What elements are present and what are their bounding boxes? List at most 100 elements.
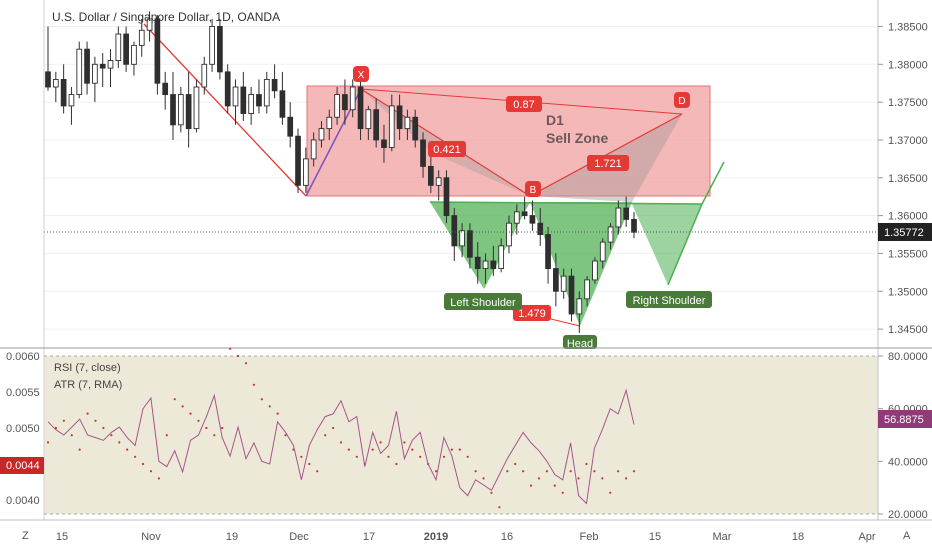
ratio-head-badge[interactable]: 1.479 xyxy=(513,305,551,321)
atr-point xyxy=(110,434,113,437)
price-tick-label: 1.38000 xyxy=(888,59,928,71)
head-shape xyxy=(530,202,632,326)
ratio-head-text: 1.479 xyxy=(518,308,546,320)
atr-point xyxy=(46,441,50,444)
candle-body xyxy=(334,94,340,118)
atr-point xyxy=(537,477,541,480)
ratio-xd-badge[interactable]: 0.87 xyxy=(506,96,542,112)
price-tick-label: 1.38500 xyxy=(888,21,928,33)
atr-point xyxy=(316,470,319,473)
atr-point xyxy=(252,383,255,386)
point-b-label: B xyxy=(530,185,537,196)
point-d-marker[interactable]: D xyxy=(674,92,690,108)
sell-zone-subtitle: Sell Zone xyxy=(546,130,608,146)
candle-body xyxy=(404,116,411,130)
rsi-tick-label: 80.0000 xyxy=(888,351,928,363)
candle-body xyxy=(467,230,473,258)
atr-point xyxy=(355,455,358,458)
atr-point xyxy=(482,477,485,480)
atr-point xyxy=(229,347,232,350)
candle-body xyxy=(576,298,583,315)
atr-point xyxy=(553,484,556,487)
time-axis[interactable]: 15 Nov 19 Dec 17 2019 16 Feb 15 Mar 18 Apr xyxy=(56,531,876,543)
time-tick-label: 19 xyxy=(226,531,238,543)
candle-body xyxy=(506,222,512,247)
atr-point xyxy=(94,419,97,422)
candle-body xyxy=(357,86,364,130)
candle-body xyxy=(107,60,114,69)
atr-current-text: 0.0044 xyxy=(6,460,40,472)
atr-point xyxy=(213,434,216,437)
candle-body xyxy=(482,260,489,270)
atr-point xyxy=(86,412,89,415)
candle-body xyxy=(146,18,153,31)
neckline xyxy=(429,201,703,205)
candle-body xyxy=(388,105,395,148)
candle-body xyxy=(287,116,294,137)
auto-scale-a-button[interactable]: A xyxy=(903,530,911,542)
left-shoulder-text: Left Shoulder xyxy=(450,297,516,309)
candle-body xyxy=(209,26,215,65)
atr-point xyxy=(70,434,73,437)
atr-tick-label: 0.0060 xyxy=(6,351,40,363)
candle-body xyxy=(263,78,270,107)
right-shoulder-text: Right Shoulder xyxy=(633,295,706,307)
time-tick-label: 17 xyxy=(363,531,375,543)
candle-body xyxy=(420,139,426,167)
candle-body xyxy=(99,63,106,69)
atr-point xyxy=(244,362,248,365)
candle-body xyxy=(170,94,176,126)
left-shoulder-badge[interactable]: Left Shoulder xyxy=(444,293,522,310)
atr-point xyxy=(268,405,271,408)
rsi-series-line xyxy=(47,388,635,505)
ratio-xb-badge[interactable]: 0.421 xyxy=(428,141,466,157)
atr-point xyxy=(490,491,493,494)
atr-legend[interactable]: ATR (7, RMA) xyxy=(54,379,122,391)
candle-body xyxy=(318,128,325,141)
atr-point xyxy=(498,506,501,509)
time-tick-label: Nov xyxy=(141,531,161,543)
point-x-marker[interactable]: X xyxy=(353,66,369,82)
candle-body xyxy=(248,94,254,114)
atr-point xyxy=(624,477,628,480)
candle-body xyxy=(459,230,465,247)
head-badge[interactable]: Head xyxy=(563,335,597,350)
candle-body xyxy=(154,18,161,84)
point-b-marker[interactable]: B xyxy=(525,181,541,197)
atr-point xyxy=(419,455,422,458)
right-shoulder-badge[interactable]: Right Shoulder xyxy=(626,291,712,308)
atr-point xyxy=(347,448,351,451)
atr-point xyxy=(632,470,636,473)
atr-point xyxy=(395,462,398,466)
candle-body xyxy=(224,71,231,107)
current-price-text: 1.35772 xyxy=(884,227,924,239)
price-axis[interactable]: 1.38500 1.38000 1.37500 1.37000 1.36500 1.360… xyxy=(878,21,928,336)
chart-title: U.S. Dollar / Singapore Dollar, 1D, OAND… xyxy=(52,10,280,24)
atr-point xyxy=(149,470,153,473)
atr-point xyxy=(585,462,588,466)
atr-point xyxy=(308,462,311,466)
candle-body xyxy=(279,90,286,118)
rsi-legend[interactable]: RSI (7, close) xyxy=(54,362,121,374)
candle-body xyxy=(529,215,536,224)
atr-point xyxy=(339,441,343,444)
ratio-bd-badge[interactable]: 1.721 xyxy=(587,155,629,171)
atr-point xyxy=(197,419,200,422)
atr-tick-label: 0.0050 xyxy=(6,423,40,435)
atr-point xyxy=(466,455,469,458)
candle-body xyxy=(84,48,90,84)
right-shoulder-rise-line xyxy=(667,203,703,286)
candle-body xyxy=(553,268,559,292)
right-shoulder-shape xyxy=(632,204,702,285)
atr-point xyxy=(126,448,129,451)
candle-body xyxy=(443,177,450,217)
atr-point xyxy=(236,354,240,358)
candle-body xyxy=(232,86,239,107)
candle-body xyxy=(256,94,262,107)
atr-point xyxy=(134,455,137,458)
candle-body xyxy=(52,78,59,88)
atr-point xyxy=(78,448,81,451)
atr-point xyxy=(529,484,533,487)
zoom-z-button[interactable]: Z xyxy=(22,530,29,542)
